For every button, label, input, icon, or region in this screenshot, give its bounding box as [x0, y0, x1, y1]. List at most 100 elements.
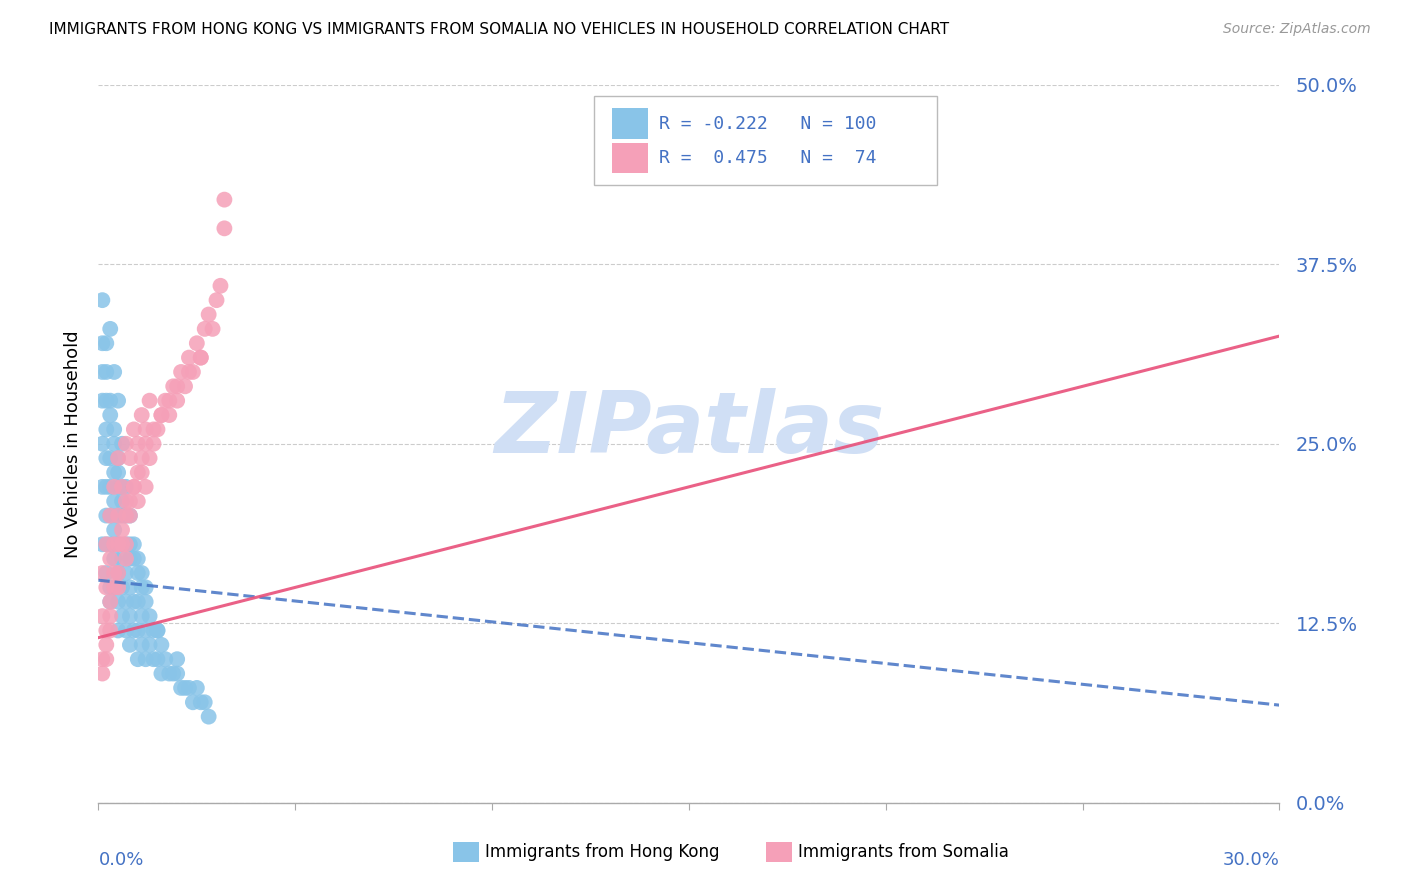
- Point: [138, 638, 160, 652]
- Point: [122, 480, 145, 494]
- Point: [98, 595, 121, 609]
- Point: [190, 351, 212, 365]
- Point: [111, 537, 134, 551]
- Point: [118, 508, 141, 523]
- Point: [91, 365, 114, 379]
- Point: [91, 393, 114, 408]
- Bar: [766, 842, 792, 863]
- Point: [91, 666, 114, 681]
- Point: [103, 422, 125, 436]
- Point: [181, 695, 204, 709]
- Point: [127, 436, 149, 450]
- Point: [98, 322, 121, 336]
- Point: [107, 508, 129, 523]
- Point: [103, 480, 125, 494]
- Point: [155, 652, 177, 666]
- Point: [194, 695, 217, 709]
- Point: [111, 494, 134, 508]
- Y-axis label: No Vehicles in Household: No Vehicles in Household: [63, 330, 82, 558]
- Point: [138, 451, 160, 466]
- Point: [107, 393, 129, 408]
- Point: [190, 695, 212, 709]
- Point: [127, 624, 149, 638]
- Point: [96, 581, 118, 595]
- Point: [98, 595, 121, 609]
- Point: [107, 624, 129, 638]
- Point: [166, 652, 188, 666]
- Point: [91, 609, 114, 624]
- Point: [103, 523, 125, 537]
- Point: [98, 508, 121, 523]
- Text: Immigrants from Somalia: Immigrants from Somalia: [797, 843, 1008, 862]
- Point: [107, 581, 129, 595]
- Point: [142, 652, 165, 666]
- Point: [111, 508, 134, 523]
- Point: [122, 624, 145, 638]
- Point: [115, 494, 138, 508]
- Point: [205, 293, 228, 307]
- Point: [142, 436, 165, 450]
- Point: [103, 537, 125, 551]
- Point: [135, 595, 157, 609]
- Point: [127, 595, 149, 609]
- Point: [214, 193, 236, 207]
- Bar: [453, 842, 478, 863]
- Text: IMMIGRANTS FROM HONG KONG VS IMMIGRANTS FROM SOMALIA NO VEHICLES IN HOUSEHOLD CO: IMMIGRANTS FROM HONG KONG VS IMMIGRANTS …: [49, 22, 949, 37]
- Point: [115, 624, 138, 638]
- Point: [118, 609, 141, 624]
- Point: [107, 537, 129, 551]
- Point: [118, 581, 141, 595]
- Point: [122, 480, 145, 494]
- Point: [150, 408, 173, 422]
- Point: [115, 595, 138, 609]
- Point: [157, 666, 180, 681]
- Point: [186, 336, 208, 351]
- Point: [91, 436, 114, 450]
- Point: [107, 508, 129, 523]
- Point: [91, 652, 114, 666]
- Point: [135, 624, 157, 638]
- Point: [115, 566, 138, 580]
- Point: [111, 523, 134, 537]
- Point: [96, 365, 118, 379]
- Point: [135, 436, 157, 450]
- Point: [96, 336, 118, 351]
- Point: [103, 581, 125, 595]
- Point: [96, 638, 118, 652]
- Point: [166, 393, 188, 408]
- Point: [209, 278, 232, 293]
- Point: [122, 595, 145, 609]
- Point: [131, 566, 153, 580]
- Point: [118, 508, 141, 523]
- Point: [131, 638, 153, 652]
- Point: [107, 566, 129, 580]
- Point: [111, 480, 134, 494]
- Point: [150, 666, 173, 681]
- Text: R =  0.475   N =  74: R = 0.475 N = 74: [659, 149, 877, 167]
- Point: [166, 379, 188, 393]
- Point: [131, 408, 153, 422]
- Point: [91, 293, 114, 307]
- Point: [142, 422, 165, 436]
- Point: [127, 494, 149, 508]
- Point: [96, 393, 118, 408]
- Point: [91, 537, 114, 551]
- Point: [103, 466, 125, 480]
- Point: [96, 537, 118, 551]
- Point: [162, 666, 184, 681]
- Point: [122, 422, 145, 436]
- Point: [98, 624, 121, 638]
- Point: [115, 436, 138, 450]
- Text: R = -0.222   N = 100: R = -0.222 N = 100: [659, 114, 877, 133]
- Point: [138, 393, 160, 408]
- Point: [115, 537, 138, 551]
- Point: [103, 566, 125, 580]
- Point: [127, 566, 149, 580]
- Point: [91, 480, 114, 494]
- Point: [107, 480, 129, 494]
- Text: ZIPatlas: ZIPatlas: [494, 388, 884, 471]
- Point: [96, 422, 118, 436]
- Point: [115, 508, 138, 523]
- Point: [96, 508, 118, 523]
- Point: [107, 566, 129, 580]
